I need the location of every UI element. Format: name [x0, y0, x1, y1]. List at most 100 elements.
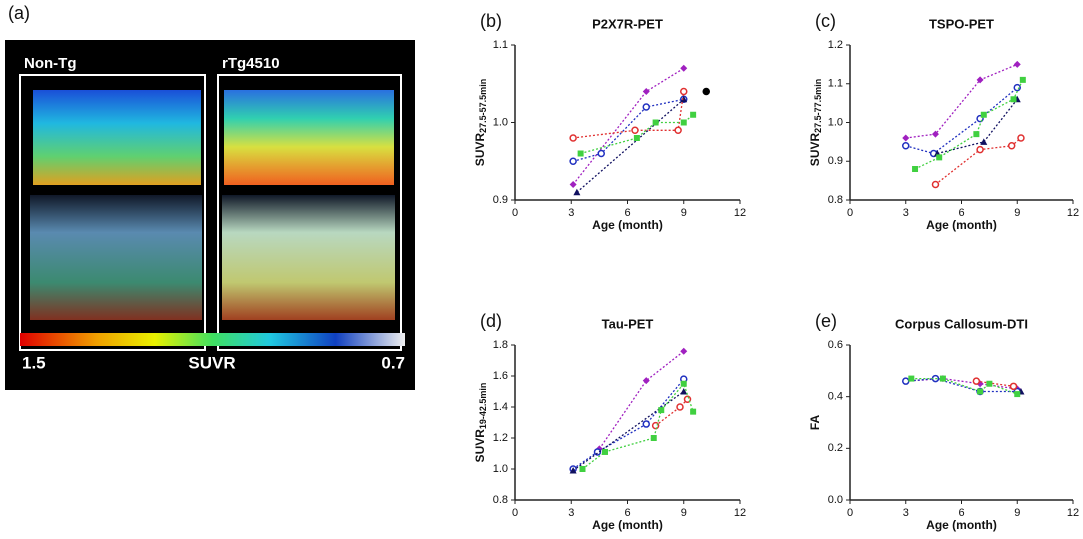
y-tick-label: 0.0 — [828, 494, 843, 506]
x-tick-label: 9 — [1014, 207, 1020, 219]
y-axis-label: FA — [808, 415, 822, 431]
x-tick-label: 12 — [1067, 507, 1079, 519]
series-line — [905, 63, 1018, 139]
point — [602, 448, 608, 455]
x-tick-label: 12 — [1067, 207, 1079, 219]
series-line — [905, 377, 1018, 393]
y-axis-label: SUVR27.5-77.5min — [808, 79, 823, 166]
point — [569, 467, 577, 474]
y-tick-label: 1.1 — [493, 39, 508, 51]
point — [642, 377, 650, 385]
point — [980, 138, 988, 145]
point — [1017, 134, 1025, 142]
point — [680, 87, 688, 96]
y-tick-label: 0.8 — [493, 494, 508, 506]
y-tick-label: 1.2 — [828, 39, 843, 51]
point — [680, 119, 687, 126]
point — [1013, 60, 1021, 68]
y-tick-label: 0.6 — [828, 339, 843, 351]
chart-title: Corpus Callosum-DTI — [895, 316, 1028, 331]
panel-label: (b) — [480, 11, 502, 31]
y-axis-label-main: SUVR — [808, 133, 822, 167]
point — [573, 188, 581, 196]
chart-title: TSPO-PET — [929, 16, 994, 31]
point — [902, 134, 910, 142]
x-tick-label: 3 — [568, 207, 574, 219]
colorbar-label: 1.5 — [22, 353, 46, 372]
point — [702, 87, 710, 96]
series-line — [914, 79, 1024, 170]
image-title: rTg4510 — [222, 55, 280, 72]
series-line — [572, 390, 685, 472]
y-tick-label: 1.1 — [828, 78, 843, 90]
y-tick-label: 0.9 — [493, 194, 508, 206]
y-axis-label: SUVR19-42.5min — [473, 383, 488, 463]
y-tick-label: 1.0 — [493, 116, 508, 128]
x-tick-label: 9 — [1014, 507, 1020, 519]
x-tick-label: 3 — [903, 207, 909, 219]
y-axis-label-main: SUVR — [473, 133, 487, 167]
point — [577, 150, 584, 157]
panel-label: (d) — [480, 311, 502, 331]
point — [939, 375, 946, 382]
series-line — [572, 98, 684, 162]
panel-label: (c) — [815, 11, 836, 31]
x-axis-label: Age (month) — [592, 518, 663, 532]
y-tick-label: 1.4 — [493, 401, 508, 413]
y-tick-label: 0.2 — [828, 442, 843, 454]
series-line — [572, 67, 685, 185]
y-axis-label-sub: 19-42.5min — [478, 383, 488, 430]
x-tick-label: 0 — [512, 507, 518, 519]
chart-title: P2X7R-PET — [592, 16, 663, 31]
point — [1010, 96, 1017, 103]
x-tick-label: 0 — [847, 207, 853, 219]
point — [976, 76, 984, 84]
point — [680, 347, 688, 355]
point — [1007, 142, 1016, 150]
point — [642, 103, 650, 111]
heatmap — [224, 90, 394, 185]
chart-title: Tau-PET — [602, 316, 654, 331]
point — [651, 421, 660, 430]
x-tick-label: 3 — [903, 507, 909, 519]
image-title: Non-Tg — [24, 55, 76, 72]
series-line — [937, 98, 1018, 155]
point — [569, 181, 577, 188]
colorbar — [20, 333, 405, 346]
panel-label: (e) — [815, 311, 837, 331]
point — [976, 145, 984, 154]
colorbar-label: 0.7 — [381, 353, 405, 372]
y-tick-label: 1.6 — [493, 370, 508, 382]
point — [658, 407, 665, 414]
point — [674, 126, 682, 134]
frame — [19, 74, 206, 351]
series-line — [580, 114, 694, 155]
point — [642, 88, 650, 95]
point — [676, 403, 684, 411]
y-axis-label-sub: 27.5-57.5min — [478, 79, 488, 133]
point — [973, 131, 980, 138]
anatomy-image — [30, 195, 202, 320]
point — [680, 95, 688, 103]
y-tick-label: 0.4 — [828, 391, 843, 403]
x-tick-label: 6 — [624, 507, 630, 519]
x-tick-label: 0 — [512, 207, 518, 219]
series-line — [576, 98, 685, 193]
series-line — [905, 377, 1018, 390]
point — [569, 157, 577, 165]
point — [1009, 382, 1018, 391]
point — [912, 166, 919, 172]
x-tick-label: 6 — [624, 207, 630, 219]
point — [642, 420, 650, 428]
x-tick-label: 6 — [958, 507, 964, 519]
point — [652, 119, 659, 126]
point — [986, 380, 993, 387]
x-axis-label: Age (month) — [926, 518, 997, 532]
point — [936, 154, 943, 161]
x-tick-label: 12 — [734, 207, 746, 219]
point — [690, 408, 697, 415]
point — [690, 111, 697, 118]
x-tick-label: 0 — [847, 507, 853, 519]
frame — [217, 74, 402, 351]
